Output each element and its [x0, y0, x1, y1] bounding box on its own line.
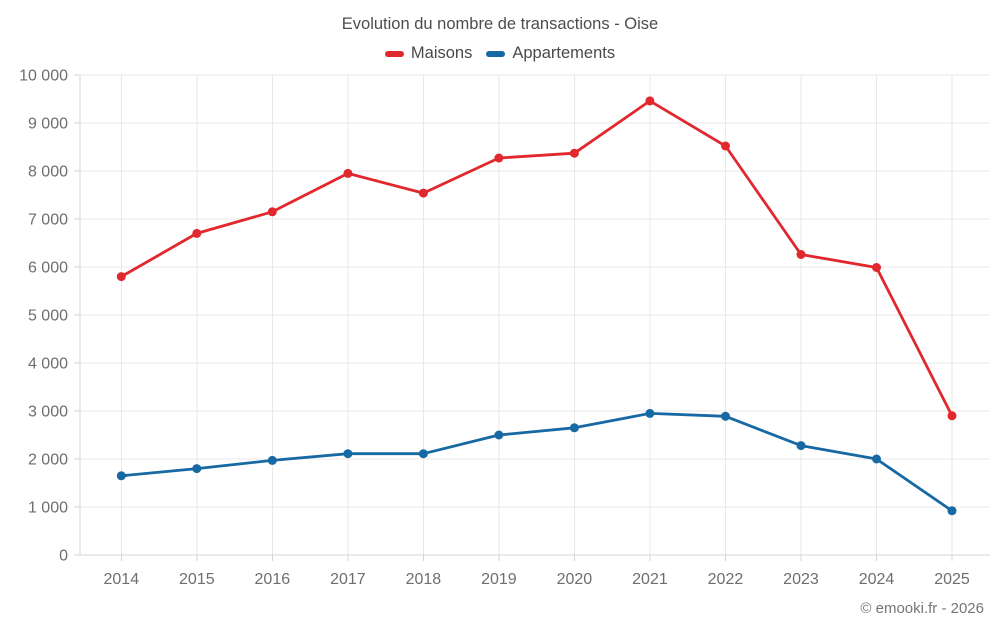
- maisons-point-2020: [569, 148, 579, 158]
- legend-item-maisons[interactable]: Maisons: [384, 44, 473, 63]
- maisons-point-2019: [494, 153, 504, 163]
- appartements-point-2024: [872, 454, 881, 464]
- x-tick-label: 2017: [330, 571, 366, 588]
- y-tick-label: 6 000: [28, 260, 68, 277]
- x-tick-label: 2023: [783, 571, 819, 588]
- y-tick-label: 0: [59, 548, 68, 565]
- y-tick-label: 1 000: [28, 500, 68, 517]
- appartements-point-2022: [721, 411, 730, 421]
- y-tick-label: 9 000: [28, 116, 68, 133]
- appartements-point-2016: [267, 455, 277, 465]
- maisons-point-2025: [947, 411, 957, 421]
- x-tick-label: 2018: [406, 571, 442, 588]
- maisons-point-2016: [267, 207, 277, 217]
- legend-label-appartements: Appartements: [512, 44, 616, 62]
- y-tick-label: 2 000: [28, 452, 68, 469]
- legend-swatch-maisons: [384, 50, 404, 57]
- appartements-point-2015: [192, 464, 202, 474]
- y-tick-label: 3 000: [28, 404, 68, 421]
- x-tick-label: 2020: [557, 571, 593, 588]
- appartements-point-2025: [947, 506, 957, 516]
- copyright-text: © emooki.fr - 2026: [860, 600, 984, 617]
- y-tick-label: 10 000: [19, 68, 68, 85]
- maisons-point-2021: [645, 96, 655, 106]
- appartements-point-2014: [116, 471, 126, 481]
- appartements-point-2023: [796, 441, 806, 451]
- x-tick-label: 2016: [255, 571, 291, 588]
- chart-title: Evolution du nombre de transactions - Oi…: [341, 15, 659, 33]
- x-tick-label: 2019: [481, 571, 517, 588]
- legend-label-maisons: Maisons: [410, 44, 473, 62]
- appartements-line: [119, 411, 954, 513]
- legend: Maisons Appartements: [0, 44, 1000, 63]
- x-tick-label: 2025: [934, 571, 970, 588]
- maisons-point-2024: [872, 263, 881, 272]
- maisons-point-2014: [116, 272, 126, 282]
- maisons-point-2015: [192, 228, 202, 238]
- appartements-point-2017: [343, 449, 353, 459]
- legend-item-appartements[interactable]: Appartements: [486, 44, 615, 63]
- appartements-point-2021: [645, 408, 655, 418]
- appartements-point-2020: [569, 423, 579, 433]
- maisons-line: [119, 99, 954, 418]
- maisons-point-2018: [418, 188, 428, 198]
- appartements-point-2018: [418, 449, 428, 459]
- appartements-point-2019: [494, 430, 504, 440]
- x-tick-label: 2024: [859, 571, 895, 588]
- x-tick-label: 2015: [179, 571, 215, 588]
- legend-swatch-appartements: [486, 50, 506, 57]
- y-tick-label: 7 000: [28, 212, 68, 229]
- y-tick-label: 4 000: [28, 356, 68, 373]
- x-tick-label: 2022: [708, 571, 744, 588]
- maisons-point-2017: [343, 168, 353, 178]
- maisons-point-2023: [796, 250, 806, 259]
- x-tick-label: 2021: [632, 571, 668, 588]
- maisons-point-2022: [721, 141, 730, 151]
- y-tick-label: 8 000: [28, 164, 68, 181]
- y-tick-label: 5 000: [28, 308, 68, 325]
- x-tick-label: 2014: [104, 571, 140, 588]
